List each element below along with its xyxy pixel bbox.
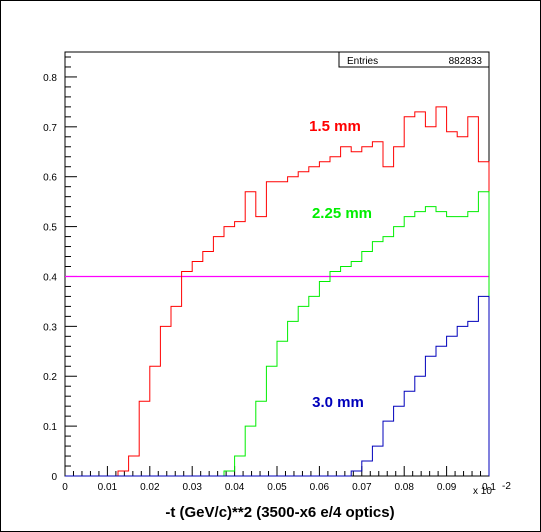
x-tick-label: 0.1 [482,482,496,493]
series-label-3: 3.0 mm [312,394,364,411]
x-tick-label: 0.03 [182,482,202,493]
y-tick-label: 0.7 [43,123,57,134]
labels-layer: 1.5 mm 2.25 mm 3.0 mm [309,118,372,411]
x-multiplier-label: x 10 [473,486,492,497]
x-tick-label: 0.05 [267,482,287,493]
series-label-1: 1.5 mm [309,118,361,135]
y-tick-label: 0.3 [43,322,57,333]
series-layer [65,106,490,477]
y-tick-label: 0.2 [43,372,57,383]
stats-entries-value: 882833 [449,56,483,67]
histogram-series-3 [65,295,490,477]
x-tick-label: 0.06 [310,482,330,493]
x-multiplier-exponent: -2 [502,481,511,492]
x-tick-label: 0.07 [352,482,372,493]
x-tick-label: 0.02 [140,482,160,493]
y-tick-label: 0.6 [43,173,57,184]
axes: 0 0.01 0.02 0.03 0.04 0.05 0.06 0.07 0.08 0.09 0.1… [43,51,511,497]
x-tick-label: 0.09 [437,482,457,493]
histogram-series-1 [65,106,490,477]
y-tick-label: 0.8 [43,73,57,84]
x-tick-label: 0.08 [394,482,414,493]
series-label-2: 2.25 mm [312,205,372,222]
stats-box: Entries 882833 [338,51,490,68]
y-tick-label: 0.4 [43,272,57,283]
stats-entries-label: Entries [347,56,378,67]
y-tick-label: 0.1 [43,422,57,433]
x-tick-label: 0 [62,482,68,493]
histogram-series-2 [65,191,490,477]
x-axis-label: -t (GeV/c)**2 (3500-x6 e/4 optics) [165,504,394,521]
x-tick-label: 0.01 [98,482,118,493]
x-tick-label: 0.04 [225,482,245,493]
y-tick-label: 0 [51,472,57,483]
y-tick-label: 0.5 [43,223,57,234]
